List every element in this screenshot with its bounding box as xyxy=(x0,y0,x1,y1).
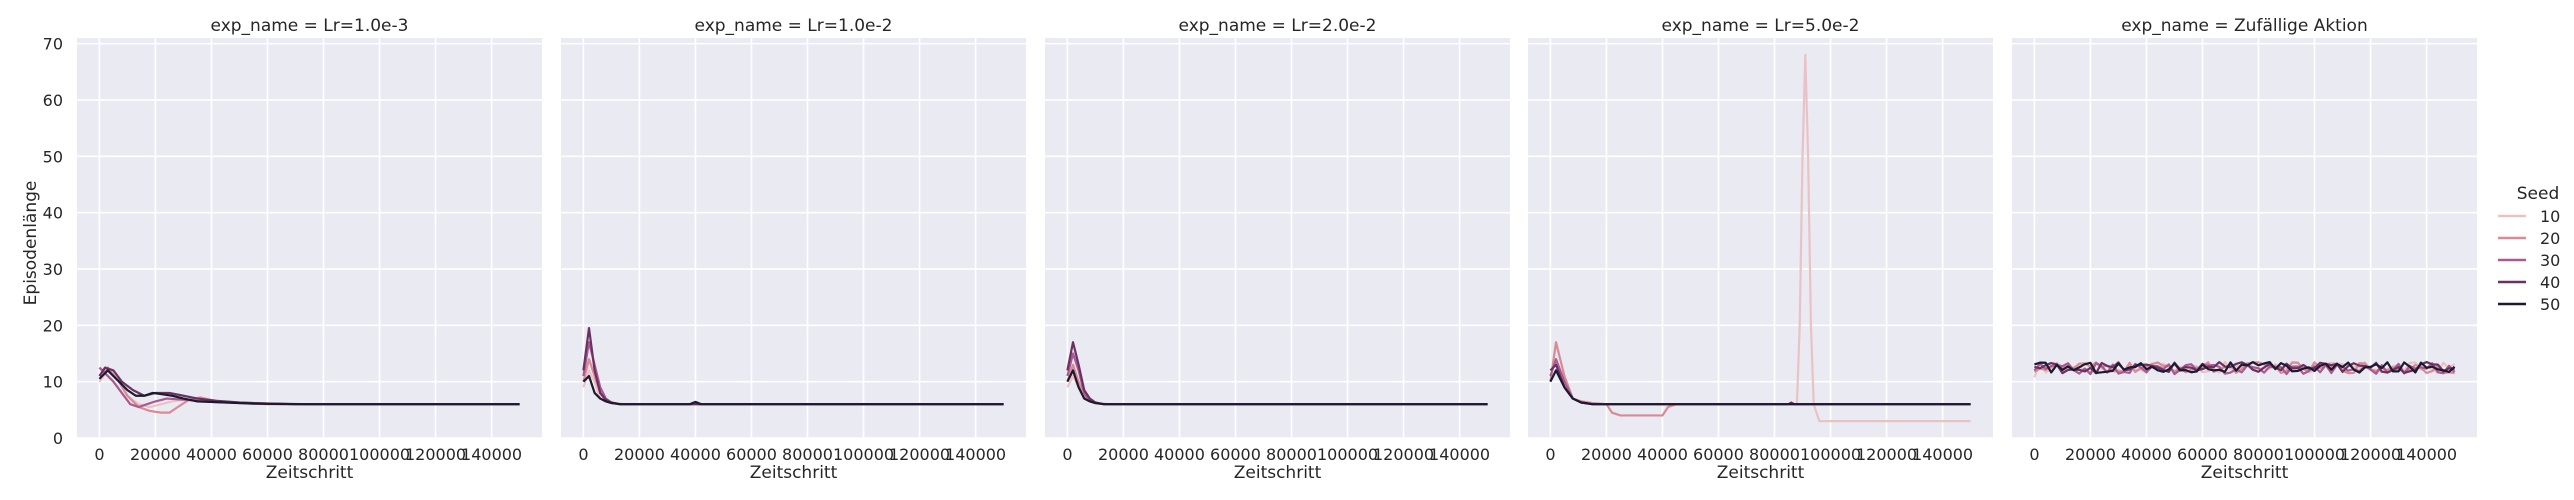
y-tick-label: 20 xyxy=(43,316,63,335)
x-axis-label: Zeitschritt xyxy=(1717,463,1805,483)
x-tick-label: 20000 xyxy=(614,445,665,464)
x-tick-label: 120000 xyxy=(1856,445,1917,464)
legend-label-seed-40: 40 xyxy=(2540,273,2560,292)
series-line-seed-20 xyxy=(1549,341,1971,417)
x-tick-label: 20000 xyxy=(1098,445,1149,464)
x-tick-label: 40000 xyxy=(670,445,721,464)
x-tick-label: 40000 xyxy=(1154,445,1205,464)
x-tick-label: 80000 xyxy=(298,445,349,464)
x-tick-label: 140000 xyxy=(1429,445,1490,464)
x-tick-label: 140000 xyxy=(1912,445,1973,464)
x-tick-label: 0 xyxy=(2029,445,2039,464)
legend-title: Seed xyxy=(2517,184,2560,204)
legend: Seed 10 20 30 40 50 xyxy=(2498,184,2560,314)
x-tick-label: 60000 xyxy=(726,445,777,464)
series-line-seed-40 xyxy=(2034,360,2455,375)
legend-label-seed-10: 10 xyxy=(2540,207,2560,226)
x-axis-label: Zeitschritt xyxy=(750,463,838,483)
series-line-seed-50 xyxy=(1549,369,1971,406)
x-tick-label: 100000 xyxy=(2284,445,2345,464)
x-axis-label: Zeitschritt xyxy=(2201,463,2289,483)
facet-title: exp_name = Zufällige Aktion xyxy=(2121,16,2367,36)
x-tick-label: 40000 xyxy=(186,445,237,464)
plot-background xyxy=(1045,38,1510,438)
x-tick-label: 140000 xyxy=(2396,445,2457,464)
x-tick-label: 120000 xyxy=(405,445,466,464)
facet-title: exp_name = Lr=1.0e-3 xyxy=(211,16,409,36)
x-tick-label: 40000 xyxy=(1637,445,1688,464)
plot-background xyxy=(2012,38,2477,438)
y-tick-label: 40 xyxy=(43,204,63,223)
y-tick-label: 70 xyxy=(43,35,63,54)
x-tick-label: 120000 xyxy=(2340,445,2401,464)
series-line-seed-50 xyxy=(1066,369,1488,406)
x-tick-label: 0 xyxy=(1062,445,1072,464)
y-tick-label: 10 xyxy=(43,373,63,392)
series-line-seed-50 xyxy=(2034,360,2456,375)
x-tick-label: 120000 xyxy=(889,445,950,464)
x-tick-label: 140000 xyxy=(461,445,522,464)
legend-label-seed-50: 50 xyxy=(2540,295,2560,314)
y-tick-label: 30 xyxy=(43,260,63,279)
legend-label-seed-30: 30 xyxy=(2540,251,2560,270)
x-tick-label: 80000 xyxy=(782,445,833,464)
x-tick-label: 80000 xyxy=(1749,445,1800,464)
x-tick-label: 100000 xyxy=(833,445,894,464)
series-line-seed-50 xyxy=(98,369,520,406)
x-tick-label: 0 xyxy=(1545,445,1555,464)
x-tick-label: 80000 xyxy=(2233,445,2284,464)
x-tick-label: 80000 xyxy=(1266,445,1317,464)
x-tick-label: 100000 xyxy=(1317,445,1378,464)
x-axis-label: Zeitschritt xyxy=(266,463,354,483)
facet-title: exp_name = Lr=2.0e-2 xyxy=(1179,16,1377,36)
y-tick-label: 60 xyxy=(43,91,63,110)
x-tick-label: 60000 xyxy=(242,445,293,464)
x-tick-label: 100000 xyxy=(1800,445,1861,464)
x-tick-label: 0 xyxy=(578,445,588,464)
series-line-seed-30 xyxy=(2033,362,2456,376)
y-axis-label: Episodenlänge xyxy=(21,181,41,306)
legend-label-seed-20: 20 xyxy=(2540,229,2560,248)
x-axis-label: Zeitschritt xyxy=(1234,463,1322,483)
x-tick-label: 0 xyxy=(94,445,104,464)
y-tick-label: 50 xyxy=(43,147,63,166)
x-tick-label: 60000 xyxy=(1210,445,1261,464)
facet-panels: 0 20000 40000 60000 80000 1000001200001400000… xyxy=(43,16,2477,483)
x-tick-label: 140000 xyxy=(945,445,1006,464)
x-tick-label: 100000 xyxy=(349,445,410,464)
plot-background xyxy=(561,38,1026,438)
facet-title: exp_name = Lr=5.0e-2 xyxy=(1662,16,1860,36)
x-tick-label: 120000 xyxy=(1373,445,1434,464)
x-tick-label: 20000 xyxy=(2065,445,2116,464)
y-tick-label: 0 xyxy=(53,429,63,448)
facet-title: exp_name = Lr=1.0e-2 xyxy=(695,16,893,36)
x-tick-label: 40000 xyxy=(2121,445,2172,464)
series-line-seed-50 xyxy=(582,374,1004,406)
plot-background xyxy=(1528,38,1993,438)
plot-background xyxy=(77,38,542,438)
x-tick-label: 60000 xyxy=(1693,445,1744,464)
x-tick-label: 60000 xyxy=(2177,445,2228,464)
x-tick-label: 20000 xyxy=(1581,445,1632,464)
x-tick-label: 20000 xyxy=(130,445,181,464)
